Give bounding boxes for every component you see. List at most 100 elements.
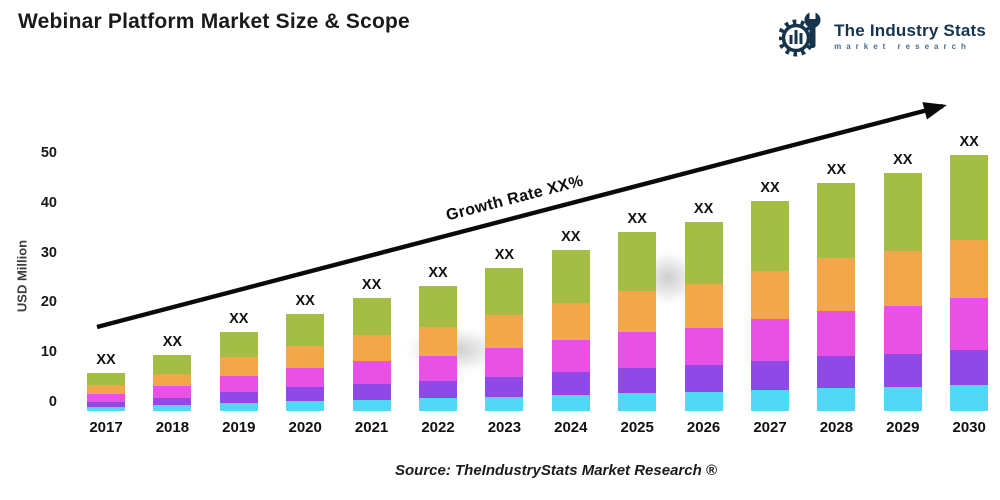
x-tick-label-2021: 2021 bbox=[354, 419, 389, 436]
x-tick-label-2019: 2019 bbox=[222, 419, 256, 436]
bar-value-label-2018: XX bbox=[162, 333, 183, 350]
logo-text: The Industry Stats market research bbox=[834, 21, 986, 51]
bar-segment bbox=[817, 258, 856, 311]
bar-value-label-2019: XX bbox=[229, 310, 249, 327]
bar-segment bbox=[751, 201, 789, 271]
bar-segment bbox=[485, 396, 524, 411]
x-tick-label-2018: 2018 bbox=[155, 419, 190, 436]
stacked-bar-2028 bbox=[817, 183, 856, 411]
y-tick-30: 30 bbox=[40, 244, 57, 261]
logo: The Industry Stats market research bbox=[777, 8, 986, 63]
bar-value-label-2021: XX bbox=[361, 277, 382, 294]
bar-segment bbox=[286, 345, 325, 369]
bar-segment bbox=[551, 394, 590, 411]
y-tick-40: 40 bbox=[40, 194, 57, 211]
logo-subtitle: market research bbox=[834, 41, 971, 51]
bar-segment bbox=[219, 391, 258, 403]
bar-segment bbox=[817, 387, 856, 411]
bar-segment bbox=[684, 327, 723, 366]
bar-segment bbox=[618, 368, 657, 394]
bar-segment bbox=[286, 313, 325, 346]
bar-segment bbox=[352, 335, 391, 362]
x-tick-label-2028: 2028 bbox=[819, 419, 854, 436]
y-tick-50: 50 bbox=[40, 145, 57, 161]
bar-value-label-2025: XX bbox=[627, 210, 647, 227]
bar-segment bbox=[883, 172, 922, 252]
bar-value-label-2029: XX bbox=[893, 151, 913, 168]
bar-segment bbox=[618, 393, 657, 411]
bar-segment bbox=[883, 386, 922, 411]
bar-segment bbox=[751, 390, 789, 411]
stacked-bar-2022 bbox=[419, 285, 457, 411]
bar-segment bbox=[219, 357, 258, 376]
bar-segment bbox=[286, 401, 325, 411]
bar-segment bbox=[87, 394, 125, 402]
x-tick-label-2029: 2029 bbox=[886, 419, 920, 436]
x-tick-label-2027: 2027 bbox=[753, 419, 787, 436]
bar-segment bbox=[883, 306, 922, 354]
gear-wrench-chart-icon bbox=[777, 8, 827, 63]
y-tick-0: 0 bbox=[48, 394, 57, 410]
stacked-bar-2020 bbox=[286, 313, 325, 411]
bar-segment bbox=[817, 356, 856, 388]
bar-segment bbox=[419, 285, 457, 328]
bar-segment bbox=[286, 368, 325, 388]
y-tick-20: 20 bbox=[40, 294, 57, 311]
bar-value-label-2020: XX bbox=[295, 292, 315, 309]
bar-segment bbox=[551, 339, 590, 373]
bar-segment bbox=[950, 155, 989, 240]
bar-value-label-2026: XX bbox=[693, 200, 714, 217]
bar-segment bbox=[153, 397, 192, 406]
stacked-bar-2030 bbox=[950, 155, 989, 411]
stacked-bar-2019 bbox=[219, 331, 258, 411]
x-tick-label-2030: 2030 bbox=[952, 419, 986, 436]
bar-segment bbox=[950, 385, 989, 411]
bar-segment bbox=[485, 315, 524, 349]
bar-segment bbox=[618, 332, 657, 369]
stacked-bar-2026 bbox=[684, 221, 723, 411]
bar-segment bbox=[551, 249, 590, 303]
bar-segment bbox=[87, 385, 125, 395]
source-note: Source: TheIndustryStats Market Research… bbox=[395, 462, 717, 479]
x-tick-label-2020: 2020 bbox=[288, 419, 322, 436]
bar-segment bbox=[419, 327, 457, 356]
bar-segment bbox=[551, 303, 590, 340]
bar-segment bbox=[419, 380, 457, 399]
bar-value-label-2023: XX bbox=[494, 246, 515, 263]
bar-segment bbox=[419, 355, 457, 381]
stacked-bar-2029 bbox=[883, 172, 922, 411]
bar-segment bbox=[950, 298, 989, 350]
bar-segment bbox=[485, 348, 524, 377]
stacked-bar-2017 bbox=[87, 372, 125, 411]
bar-segment bbox=[684, 365, 723, 393]
bar-value-label-2027: XX bbox=[760, 180, 780, 197]
bar-segment bbox=[219, 402, 258, 411]
bar-segment bbox=[883, 353, 922, 387]
bar-segment bbox=[950, 349, 989, 386]
bar-segment bbox=[751, 360, 789, 391]
bar-segment bbox=[352, 298, 391, 336]
bar-segment bbox=[950, 239, 989, 299]
x-tick-label-2017: 2017 bbox=[89, 419, 123, 436]
bar-segment bbox=[87, 372, 125, 386]
bar-segment bbox=[286, 387, 325, 402]
logo-name: The Industry Stats bbox=[834, 20, 986, 40]
x-tick-label-2024: 2024 bbox=[554, 419, 588, 436]
bar-segment bbox=[485, 267, 524, 316]
bar-segment bbox=[485, 376, 524, 397]
x-tick-label-2022: 2022 bbox=[421, 419, 455, 436]
bar-segment bbox=[551, 372, 590, 395]
bar-value-label-2024: XX bbox=[561, 228, 581, 245]
bar-segment bbox=[751, 318, 789, 361]
bar-segment bbox=[684, 392, 723, 411]
bar-value-label-2030: XX bbox=[959, 134, 979, 150]
bar-segment bbox=[817, 183, 856, 259]
bar-segment bbox=[87, 406, 125, 411]
bar-segment bbox=[153, 373, 192, 387]
stacked-bar-2027 bbox=[751, 201, 789, 411]
bar-segment bbox=[352, 361, 391, 384]
stacked-bar-2021 bbox=[352, 298, 391, 411]
bar-segment bbox=[883, 251, 922, 307]
x-tick-label-2023: 2023 bbox=[487, 419, 522, 436]
bar-segment bbox=[817, 310, 856, 357]
